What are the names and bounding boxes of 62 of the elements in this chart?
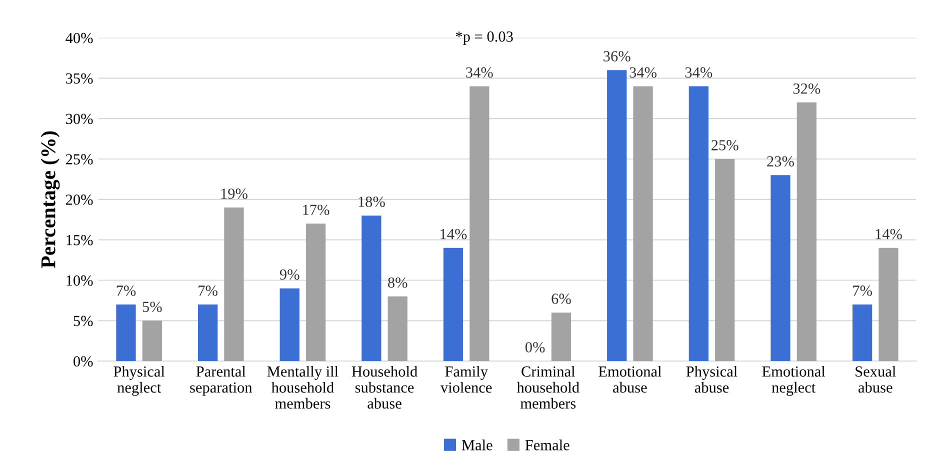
data-label: 8% [388,277,408,288]
bar [852,304,872,362]
data-label: 0% [525,342,545,352]
data-label: 5% [142,302,162,312]
y-tick-label: 0% [74,356,93,367]
bar [362,216,382,362]
data-label: 25% [712,140,738,150]
x-tick-label: Criminal household members [516,366,580,409]
x-tick-label: Mentally ill household members [267,366,338,409]
data-label: 34% [685,67,712,78]
bar [551,312,572,362]
data-label: 34% [630,67,657,78]
bar [715,159,735,362]
bar [770,175,790,362]
bar [688,86,708,362]
bar [116,304,136,362]
y-tick-label: 10% [66,275,93,286]
x-tick-label: Parental separation [190,366,252,396]
data-label: 34% [466,67,493,78]
bar [142,320,162,362]
y-tick-label: 35% [66,73,93,84]
bar [796,102,816,362]
data-label: 32% [793,83,820,94]
bar [198,304,218,362]
legend-label: Male [462,440,492,450]
data-label: 23% [767,156,794,167]
data-label: 17% [303,204,330,216]
bar [280,288,300,362]
data-label: 7% [116,286,136,296]
data-label: 14% [440,228,467,240]
x-tick-label: Physical abuse [686,366,738,393]
bar [607,70,627,362]
bar [633,86,653,362]
bar [224,208,244,362]
data-label: 19% [221,188,248,199]
data-label: 36% [604,51,630,62]
x-tick-label: Family violence [440,366,492,393]
x-tick-label: Household substance abuse [352,366,418,409]
x-tick-label: Emotional abuse [598,366,662,393]
data-label: 6% [552,294,571,304]
y-tick-label: 5% [74,316,93,326]
bar [306,224,326,362]
y-tick-label: 15% [66,234,93,246]
data-label: 18% [358,196,385,207]
data-label: 7% [853,286,872,296]
x-tick-label: Physical neglect [114,366,165,396]
bar [388,296,408,362]
x-tick-label: Sexual abuse [856,366,896,393]
y-tick-label: 25% [66,154,93,165]
annotation: *p = 0.03 [456,31,513,45]
y-tick-label: 30% [66,114,93,124]
y-tick-label: 40% [66,32,93,44]
data-label: 14% [876,228,902,240]
y-tick-label: 20% [66,194,93,205]
legend-label: Female [525,440,570,450]
bar [443,248,464,362]
bar [470,86,490,362]
bar [878,248,898,362]
data-label: 7% [198,286,218,296]
x-tick-label: Emotional neglect [762,366,826,396]
y-axis-title: Percentage (%) [40,131,60,268]
data-label: 9% [280,269,300,280]
